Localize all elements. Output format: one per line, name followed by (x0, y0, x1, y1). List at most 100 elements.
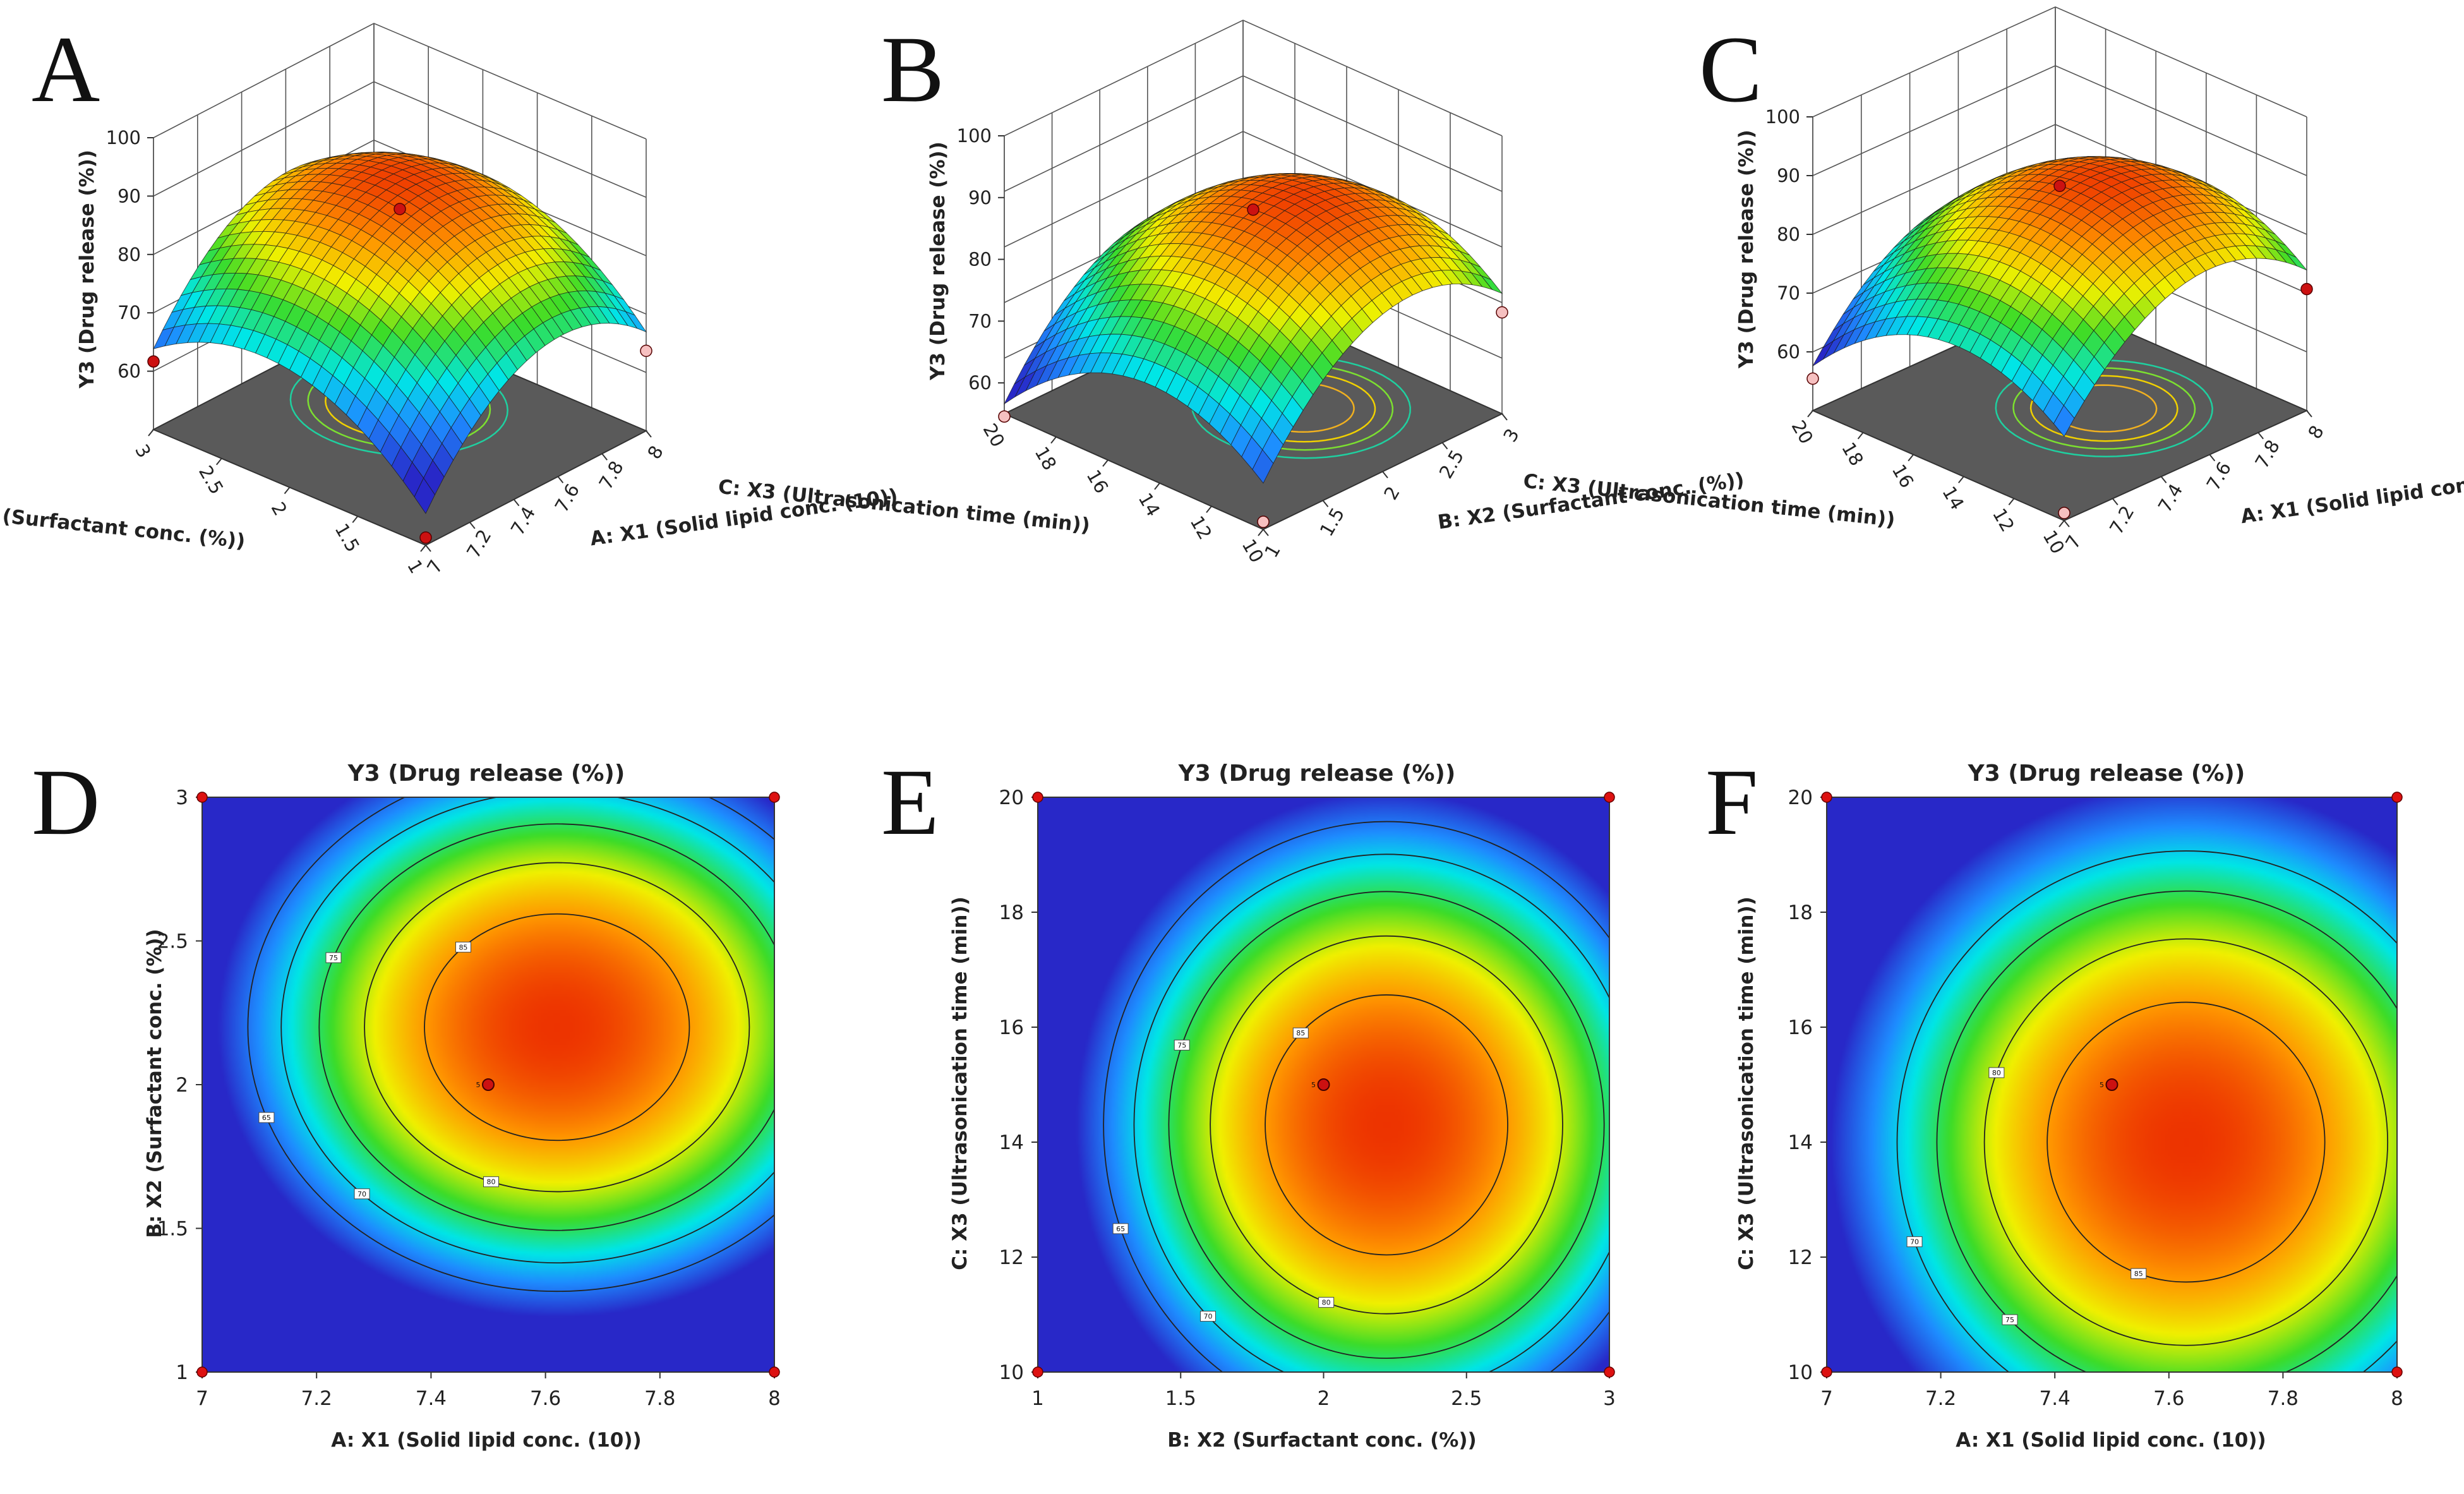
panel-e-y-axis-label: C: X3 (Ultrasonication time (min)) (949, 896, 971, 1270)
design-point (1032, 1366, 1043, 1378)
contour-label-65: 65 (1112, 1223, 1129, 1234)
svg-text:75: 75 (2005, 1316, 2014, 1324)
contour-label-85: 85 (2130, 1268, 2147, 1279)
y-tick-label: 1 (176, 1361, 188, 1384)
contour-line-75 (1936, 890, 2397, 1372)
contour-line-65 (247, 797, 774, 1292)
panel-d-title: Y3 (Drug release (%)) (347, 761, 625, 786)
x-tick-label: 1 (1031, 1387, 1044, 1410)
panel-letter-b: B (881, 17, 944, 122)
x-tick-label: 7.6 (530, 1387, 561, 1410)
contour-line-70 (1896, 850, 2397, 1372)
panel-e: E Y3 (Drug release (%)) 65 70 75 80 85 1 1.5 2 2… (881, 750, 1616, 1452)
y-tick-label: 18 (1788, 901, 1813, 924)
x-tick-label: 7.8 (594, 457, 628, 493)
contour-label-70: 70 (1199, 1311, 1216, 1322)
x-tick-label: 1.5 (1316, 504, 1349, 540)
y-tick-label: 20 (1788, 417, 1818, 448)
x-tick-label: 7.8 (644, 1387, 675, 1410)
svg-text:70: 70 (358, 1190, 366, 1198)
design-point (196, 1366, 208, 1378)
y-tick-label: 10 (1238, 536, 1268, 567)
x-tick-label: 3 (1499, 425, 1523, 446)
y-tick-label: 2 (176, 1074, 188, 1097)
z-tick-label: 80 (117, 244, 141, 265)
svg-text:80: 80 (1992, 1069, 2001, 1077)
x-tick-label: 7.4 (507, 503, 540, 539)
y-tick-label: 10 (2039, 527, 2069, 558)
x-tick-label: 7 (1820, 1387, 1833, 1410)
panel-d-y-axis-label: B: X2 (Surfactant conc. (%)) (143, 929, 166, 1238)
y-tick-label: 14 (999, 1131, 1024, 1154)
y-tick-label: 18 (999, 901, 1024, 924)
y-tick-label: 3 (176, 786, 188, 809)
design-point (147, 355, 160, 368)
z-tick-label: 80 (1777, 224, 1800, 245)
z-tick-label: 60 (117, 361, 141, 382)
z-tick-label: 60 (968, 372, 992, 394)
center-point (482, 1078, 495, 1091)
x-tick-label: 7.2 (301, 1387, 332, 1410)
x-tick-label: 8 (2304, 422, 2328, 443)
contour-label-80: 80 (483, 1176, 500, 1188)
svg-text:70: 70 (1910, 1238, 1919, 1246)
contour-label-70: 70 (1906, 1236, 1923, 1248)
y-tick-label: 16 (999, 1016, 1024, 1039)
x-tick-label: 7.2 (462, 526, 496, 562)
x-tick-label: 7.6 (551, 480, 584, 516)
x-tick-label: 2 (1318, 1387, 1330, 1410)
panel-a-surface (153, 152, 647, 514)
y-tick-label: 16 (1083, 466, 1113, 497)
svg-text:65: 65 (262, 1114, 271, 1122)
x-tick-label: 7.4 (416, 1387, 447, 1410)
contour-label-75: 75 (2002, 1314, 2018, 1325)
x-tick-label: 7.2 (2105, 502, 2139, 538)
contour-label-70: 70 (354, 1188, 370, 1200)
contour-line-85 (1265, 994, 1508, 1256)
y-tick-label: 14 (1938, 483, 1968, 514)
contour-label-65: 65 (258, 1112, 275, 1123)
z-tick-label: 100 (106, 127, 141, 148)
x-tick-label: 2.5 (1451, 1387, 1482, 1410)
svg-text:85: 85 (1296, 1029, 1305, 1037)
design-point (1604, 792, 1615, 803)
design-point (769, 1366, 780, 1378)
y-tick-label: 2.5 (195, 462, 228, 498)
svg-text:65: 65 (1116, 1225, 1125, 1233)
y-tick-label: 20 (999, 786, 1024, 809)
svg-text:80: 80 (1322, 1299, 1331, 1307)
z-tick-label: 80 (968, 249, 992, 270)
panel-c-plot: 6070809010077.27.47.67.88101214161820Y3 … (1522, 6, 2464, 558)
contour-label-85: 85 (1292, 1027, 1309, 1039)
y-tick-label: 18 (1031, 443, 1061, 474)
z-tick-label: 90 (117, 185, 141, 207)
panel-f-title: Y3 (Drug release (%)) (1968, 761, 2245, 786)
x-tick-label: 7.8 (2251, 436, 2284, 472)
design-point (419, 531, 432, 544)
z-tick-label: 70 (968, 310, 992, 332)
x-tick-label: 7.4 (2040, 1387, 2070, 1410)
design-point (1032, 792, 1043, 803)
x-tick-label: 7.6 (2203, 458, 2236, 494)
y-tick-label: 10 (999, 1361, 1024, 1384)
svg-text:75: 75 (1177, 1041, 1186, 1049)
y-tick-label: 12 (1186, 512, 1217, 543)
y-tick-label: 16 (1888, 461, 1918, 491)
y-tick-label: 12 (999, 1246, 1024, 1269)
center-point-label: 5 (1311, 1081, 1316, 1089)
x-tick-label: 7.4 (2154, 480, 2187, 516)
x-tick-label: 7.8 (2268, 1387, 2299, 1410)
y-tick-label: 20 (979, 420, 1009, 451)
panel-f-x-axis-label: A: X1 (Solid lipid conc. (10)) (1956, 1429, 2266, 1452)
x-tick-label: 7.2 (1925, 1387, 1956, 1410)
panel-d-contours (247, 797, 774, 1292)
x-tick-label: 7 (196, 1387, 208, 1410)
design-point (2300, 282, 2313, 296)
design-point (2058, 507, 2070, 519)
contour-line-75 (1168, 891, 1605, 1359)
panel-c-z-axis-label: Y3 (Drug release (%)) (1735, 130, 1758, 369)
panel-a-z-axis-label: Y3 (Drug release (%)) (76, 150, 99, 389)
design-point (1821, 792, 1832, 803)
